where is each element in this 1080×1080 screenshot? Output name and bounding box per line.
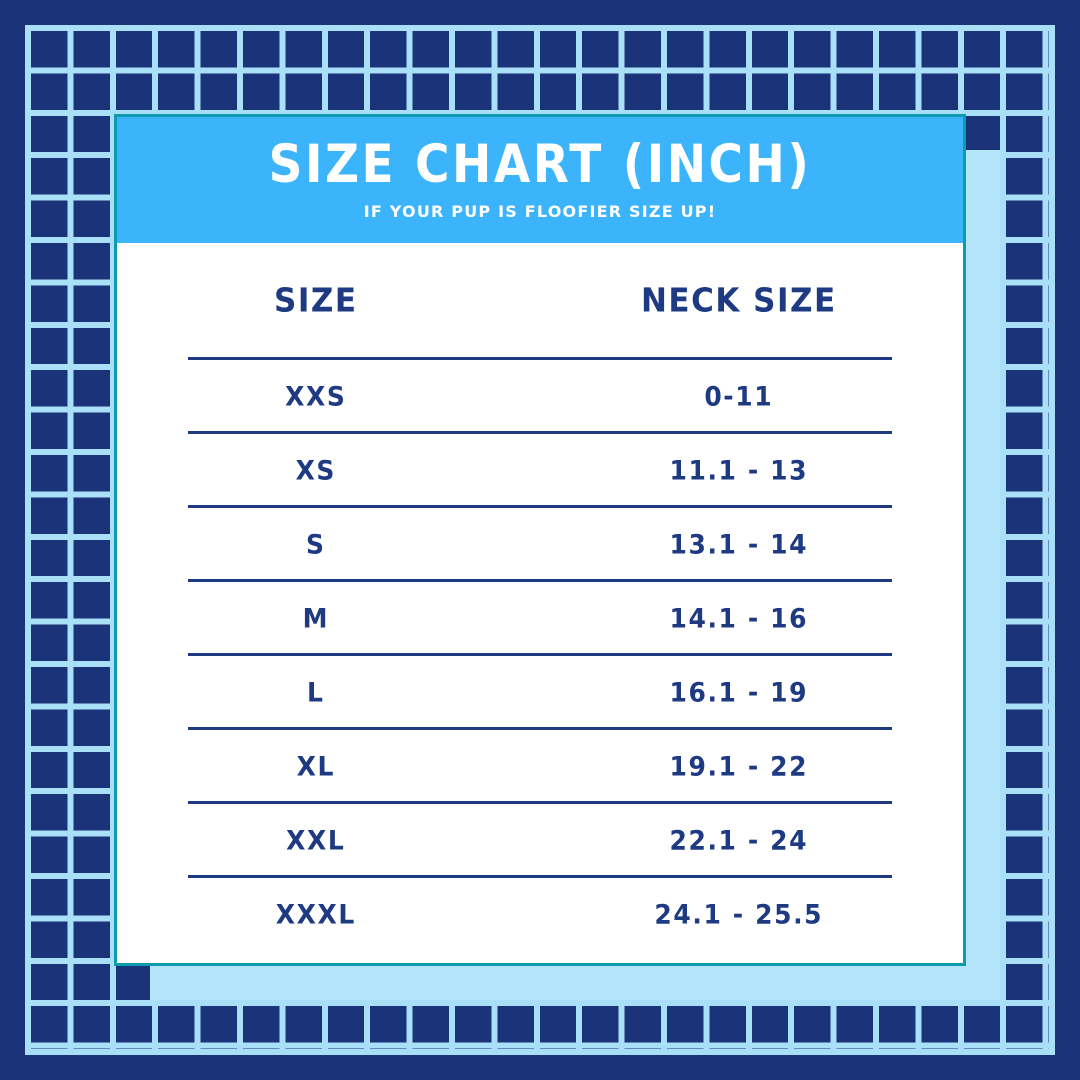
table-row: XS 11.1 - 13 xyxy=(117,429,963,509)
size-chart-card: SIZE CHART (INCH) IF YOUR PUP IS FLOOFIE… xyxy=(114,114,966,966)
table-row: XXL 22.1 - 24 xyxy=(117,799,963,879)
cell-neck: 14.1 - 16 xyxy=(514,577,963,657)
cell-size: XS xyxy=(117,429,515,509)
column-header-size: SIZE xyxy=(274,282,358,320)
cell-size: XXXL xyxy=(117,873,515,951)
cell-size: M xyxy=(117,577,515,657)
table-row: S 13.1 - 14 xyxy=(117,503,963,583)
card-header-band: SIZE CHART (INCH) IF YOUR PUP IS FLOOFIE… xyxy=(117,117,963,243)
cell-size: S xyxy=(117,503,515,583)
column-header-neck-size: NECK SIZE xyxy=(640,282,837,320)
page-subtitle: IF YOUR PUP IS FLOOFIER SIZE UP! xyxy=(363,201,717,221)
cell-size: L xyxy=(117,651,515,731)
table-row: M 14.1 - 16 xyxy=(117,577,963,657)
cell-size: XL xyxy=(117,725,515,805)
size-table-container: SIZE NECK SIZE XXS 0-11 XS 11.1 - 13 S xyxy=(117,243,963,963)
cell-neck: 0-11 xyxy=(514,355,963,435)
table-row: XXS 0-11 xyxy=(117,355,963,435)
page-title: SIZE CHART (INCH) xyxy=(268,133,812,195)
cell-neck: 11.1 - 13 xyxy=(514,429,963,509)
size-table-body: XXS 0-11 XS 11.1 - 13 S 13.1 - 14 M 14.1… xyxy=(117,355,963,951)
cell-size: XXS xyxy=(117,355,515,435)
cell-neck: 16.1 - 19 xyxy=(514,651,963,731)
cell-neck: 19.1 - 22 xyxy=(514,725,963,805)
size-table: SIZE NECK SIZE XXS 0-11 XS 11.1 - 13 S xyxy=(117,243,963,951)
cell-size: XXL xyxy=(117,799,515,879)
cell-neck: 24.1 - 25.5 xyxy=(514,873,963,951)
table-row: XXXL 24.1 - 25.5 xyxy=(117,873,963,951)
cell-neck: 13.1 - 14 xyxy=(514,503,963,583)
size-table-head: SIZE NECK SIZE xyxy=(117,243,963,359)
cell-neck: 22.1 - 24 xyxy=(514,799,963,879)
table-row: L 16.1 - 19 xyxy=(117,651,963,731)
table-row: XL 19.1 - 22 xyxy=(117,725,963,805)
table-header-row: SIZE NECK SIZE xyxy=(117,243,963,359)
